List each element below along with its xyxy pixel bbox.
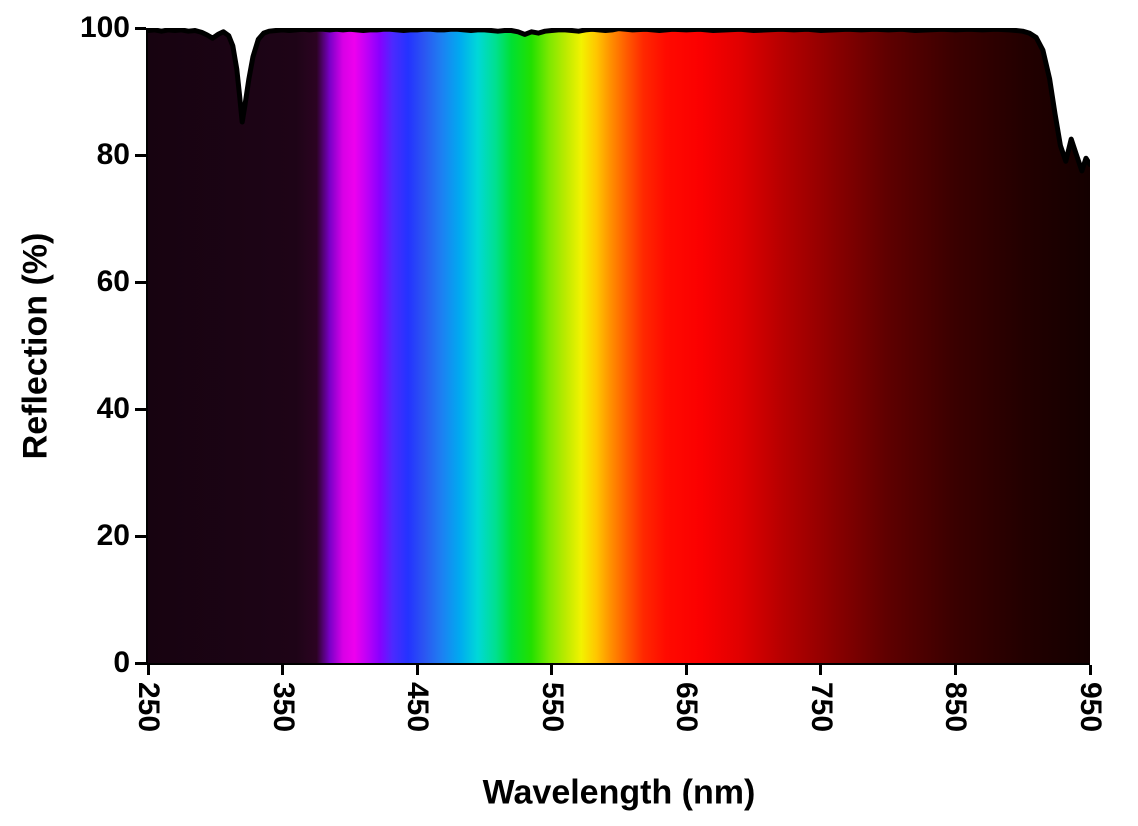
y-tick-label: 40: [96, 392, 130, 425]
y-tick-label: 100: [79, 11, 130, 44]
x-tick-label: 350: [266, 682, 300, 733]
x-tick-mark: [1088, 665, 1092, 675]
x-tick-mark: [819, 665, 823, 675]
y-tick-label: 60: [96, 265, 130, 298]
reflectance-curve: [148, 28, 1090, 174]
x-axis-title: Wavelength (nm): [482, 773, 756, 812]
x-tick-mark: [146, 665, 150, 675]
y-tick-mark: [135, 280, 146, 284]
x-tick-label: 450: [401, 682, 435, 733]
x-tick-label: 950: [1074, 682, 1107, 733]
y-axis-line: [146, 28, 148, 665]
y-tick-mark: [135, 26, 146, 30]
above-curve-mask: [148, 28, 1090, 171]
y-tick-label: 20: [96, 519, 130, 552]
x-tick-mark: [415, 665, 419, 675]
x-tick-mark: [684, 665, 688, 675]
plot-area: [148, 28, 1090, 663]
y-tick-mark: [135, 407, 146, 411]
x-tick-label: 250: [132, 682, 165, 733]
x-tick-mark: [953, 665, 957, 675]
x-tick-label: 550: [535, 682, 569, 733]
x-tick-label: 850: [939, 682, 973, 733]
y-tick-mark: [135, 661, 146, 665]
reflectance-curve-svg: [148, 28, 1090, 174]
x-tick-mark: [281, 665, 285, 675]
y-tick-mark: [135, 534, 146, 538]
x-tick-label: 650: [670, 682, 704, 733]
x-tick-label: 750: [804, 682, 838, 733]
x-tick-mark: [550, 665, 554, 675]
y-tick-label: 80: [96, 138, 130, 171]
y-tick-mark: [135, 153, 146, 157]
x-axis-line: [146, 663, 1090, 665]
y-tick-label: 0: [113, 646, 130, 679]
